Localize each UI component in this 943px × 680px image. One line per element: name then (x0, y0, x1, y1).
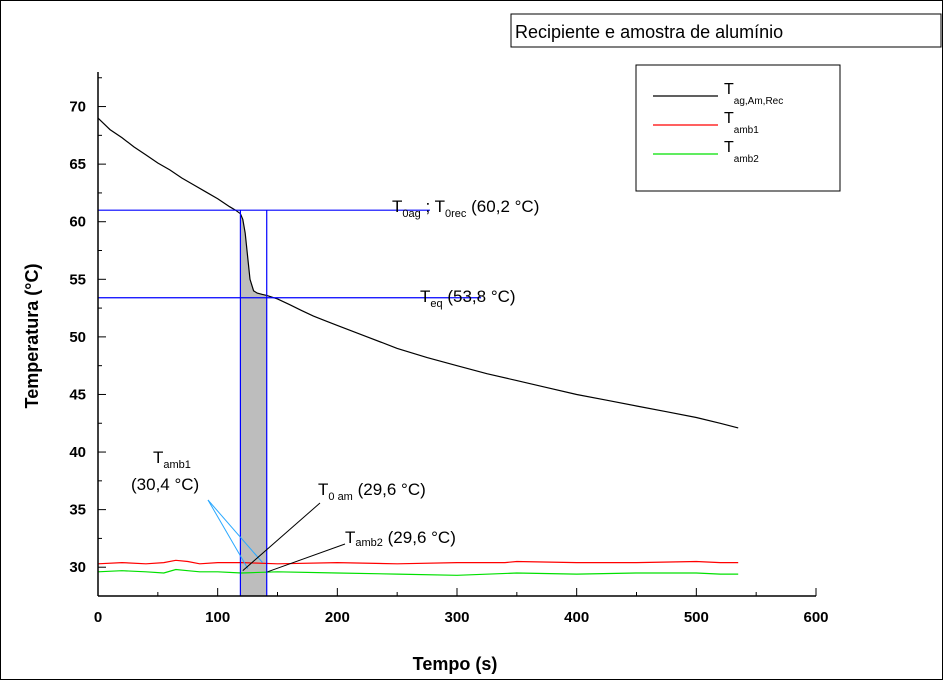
annotation-tamb2: Tamb2 (29,6 °C) (345, 528, 456, 549)
y-tick-label: 55 (69, 271, 86, 288)
axes (97, 72, 817, 597)
annotation-t0am: T0 am (29,6 °C) (318, 480, 426, 503)
pointer-tamb1-b (207, 499, 263, 563)
y-tick-label: 50 (69, 329, 86, 346)
legend-entry: Tamb1 (724, 110, 759, 136)
x-tick-label: 200 (325, 609, 350, 626)
chart-title-box: Recipiente e amostra de alumínio (510, 13, 942, 48)
x-tick-label: 300 (444, 609, 469, 626)
reference-lines (98, 209, 482, 596)
y-tick-label: 40 (69, 444, 86, 461)
chart-title: Recipiente e amostra de alumínio (515, 22, 783, 42)
series-line-amb1 (97, 559, 739, 565)
x-tick-label: 0 (94, 609, 102, 626)
series-line-ag-am-rec (97, 117, 739, 429)
shaded-area (240, 213, 267, 596)
y-tick-label: 60 (69, 214, 86, 231)
y-axis-title: Temperatura (°C) (22, 264, 42, 409)
annotation-tamb1-value: (30,4 °C) (131, 475, 199, 494)
shaded-region (240, 213, 267, 596)
legend-entry: Tamb2 (724, 139, 759, 165)
x-tick-label: 500 (684, 609, 709, 626)
x-tick-label: 100 (205, 609, 230, 626)
pointer-tamb1-a (207, 499, 249, 569)
annotation-teq: Teq (53,8 °C) (420, 287, 516, 310)
annotation-tamb1-label: Tamb1 (153, 448, 191, 471)
x-tick-label: 600 (803, 609, 828, 626)
y-tick-label: 65 (69, 156, 86, 173)
x-tick-label: 400 (564, 609, 589, 626)
y-tick-label: 30 (69, 559, 86, 576)
y-tick-label: 70 (69, 99, 86, 116)
y-tick-label: 45 (69, 386, 86, 403)
legend: Tag,Am,Rec Tamb1 Tamb2 (635, 64, 841, 192)
series-layer (97, 117, 739, 576)
x-axis-title: Tempo (s) (413, 654, 498, 674)
series-line-amb2 (97, 568, 739, 576)
pointer-t0am (242, 502, 321, 572)
annotation-t0: T0ag ; T0rec (60,2 °C) (392, 197, 539, 220)
annotation-pointers (207, 499, 346, 573)
legend-entry: Tag,Am,Rec (724, 81, 783, 107)
pointer-tamb2 (267, 543, 346, 573)
y-tick-label: 35 (69, 502, 86, 519)
tick-labels: 30 35 40 45 50 55 60 65 70 0 100 200 300 400 500 600 (69, 99, 828, 626)
